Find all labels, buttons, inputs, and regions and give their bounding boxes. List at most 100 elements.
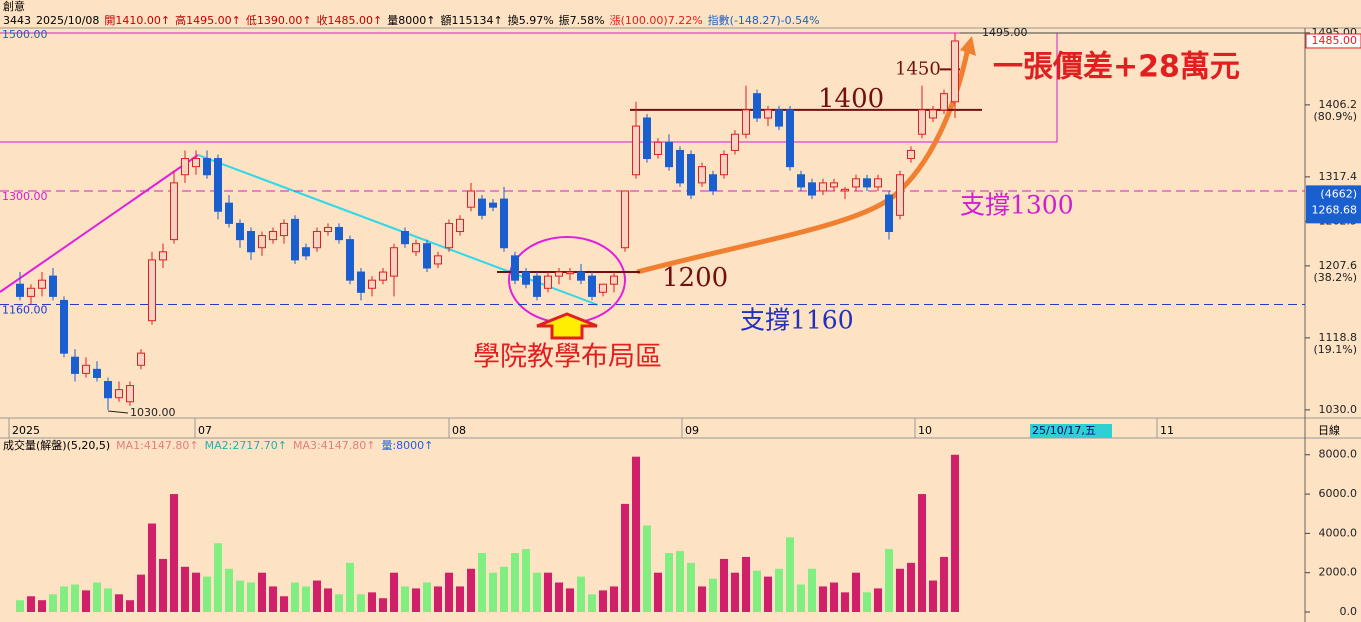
candle-body — [82, 364, 90, 374]
candle-body — [60, 299, 68, 354]
volume-bar — [258, 572, 266, 612]
volume-legend: MA3:4147.80↑ — [293, 439, 375, 452]
volume-bar — [214, 543, 222, 612]
volume-bar — [643, 525, 651, 612]
candle-body — [797, 174, 805, 188]
candle-body — [720, 153, 728, 176]
volume-bar — [742, 556, 750, 612]
volume-bar — [192, 572, 200, 612]
candle-body — [918, 109, 926, 135]
volume-bar — [82, 590, 90, 612]
info-item: 高1495.00↑ — [175, 13, 241, 27]
volume-bar — [368, 592, 376, 612]
volume-tick-label: 0.0 — [1340, 605, 1358, 618]
volume-bar — [335, 594, 343, 612]
candle-body — [313, 231, 321, 249]
volume-bar — [203, 576, 211, 612]
volume-tick-label: 8000.0 — [1319, 448, 1358, 461]
candle-body — [566, 271, 574, 275]
volume-tick-label: 4000.0 — [1319, 526, 1358, 539]
volume-bar — [863, 592, 871, 612]
candle-body — [456, 218, 464, 233]
title: 創意 — [3, 0, 25, 13]
candle-body — [731, 133, 739, 151]
volume-tick-label: 2000.0 — [1319, 566, 1358, 579]
volume-bar — [533, 572, 541, 612]
candle-body — [753, 93, 761, 119]
volume-bar — [489, 572, 497, 612]
info-item: 2025/10/08 — [36, 14, 99, 27]
volume-bar — [467, 568, 475, 612]
cursor-date-box — [1030, 424, 1112, 438]
volume-bar — [148, 523, 156, 612]
candle-body — [500, 198, 508, 249]
candle-body — [643, 117, 651, 160]
cursor-label: (4662) — [1320, 187, 1357, 200]
candle-body — [181, 158, 189, 176]
volume-bar — [676, 551, 684, 612]
candle-body — [874, 178, 882, 188]
candle-body — [115, 389, 123, 399]
volume-bar — [456, 586, 464, 612]
volume-bar — [181, 566, 189, 612]
candle-body — [577, 271, 585, 281]
volume-title: 成交量(解盤)(5,20,5) — [3, 438, 110, 452]
volume-bar — [786, 537, 794, 612]
volume-bar — [654, 572, 662, 612]
volume-bar — [544, 572, 552, 612]
candle-body — [654, 141, 662, 155]
info-item: 指數(-148.27)-0.54% — [708, 13, 820, 27]
candle-body — [830, 182, 838, 188]
volume-bar — [599, 590, 607, 612]
price-line-label: 1200 — [662, 263, 728, 293]
month-label: 09 — [685, 424, 699, 437]
month-label: 10 — [918, 424, 932, 437]
candle-body — [786, 109, 794, 168]
candle-body — [808, 182, 816, 196]
candle-body — [698, 166, 706, 184]
candle-body — [423, 243, 431, 269]
volume-bar — [577, 576, 585, 612]
candle-body — [401, 231, 409, 245]
volume-bar — [588, 594, 596, 612]
volume-bar — [126, 600, 134, 612]
volume-bar — [907, 562, 915, 612]
candle-body — [621, 190, 629, 249]
cursor-date: 25/10/17,五 — [1032, 424, 1096, 437]
month-label: 11 — [1160, 424, 1174, 437]
volume-bar — [445, 572, 453, 612]
volume-bar — [764, 576, 772, 612]
volume-bar — [555, 582, 563, 612]
y-tick-label: 1118.8 — [1319, 331, 1358, 344]
info-item: 振7.58% — [559, 13, 605, 27]
volume-bar — [115, 594, 123, 612]
volume-bar — [302, 586, 310, 612]
volume-bar — [291, 582, 299, 612]
candle-body — [225, 202, 233, 224]
trend-line — [0, 154, 199, 293]
candle-body — [588, 275, 596, 297]
candle-body — [214, 158, 222, 212]
y-tick-label: 1207.6 — [1319, 259, 1358, 272]
volume-bar — [797, 584, 805, 612]
volume-bar — [753, 570, 761, 612]
candle-body — [599, 283, 607, 293]
candle-body — [148, 259, 156, 322]
candle-body — [324, 226, 332, 233]
info-bar: 3443 2025/10/08 開1410.00↑ 高1495.00↑ 低1390.00… — [3, 13, 820, 27]
candle-body — [38, 279, 46, 289]
month-label: 07 — [198, 424, 212, 437]
volume-bar — [478, 553, 486, 612]
price-line-label: 1450 — [895, 58, 941, 79]
volume-bar — [885, 549, 893, 612]
callout: 一張價差+28萬元 — [993, 50, 1240, 85]
arrow — [536, 312, 598, 340]
candle-body — [203, 158, 211, 176]
info-item: 3443 — [3, 14, 31, 27]
volume-bar — [874, 588, 882, 612]
volume-bar — [313, 580, 321, 612]
volume-bar — [379, 598, 387, 612]
candle-body — [522, 271, 530, 285]
y-tick-note: (19.1%) — [1313, 343, 1357, 356]
